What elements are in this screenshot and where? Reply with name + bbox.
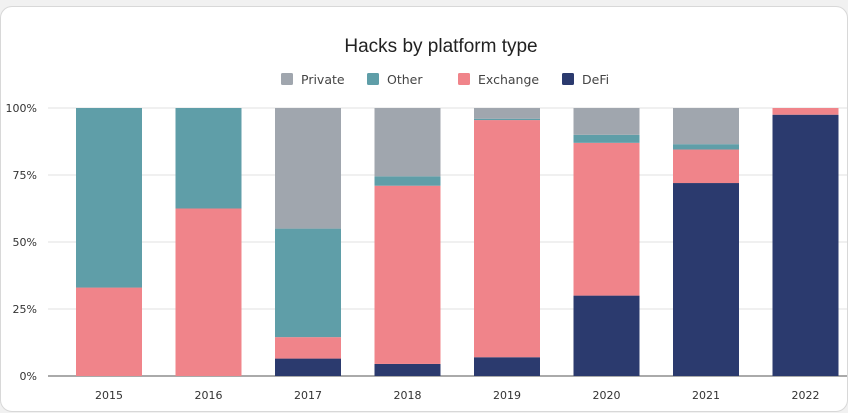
y-tick-label: 0% — [20, 370, 37, 383]
bar-defi-2019 — [474, 357, 540, 376]
bar-exchange-2018 — [374, 185, 441, 364]
bar-exchange-2017 — [275, 337, 341, 359]
x-tick-label: 2018 — [394, 389, 422, 402]
bar-exchange-2015 — [76, 287, 142, 376]
bar-defi-2017 — [275, 358, 341, 376]
bar-other-2018 — [374, 176, 441, 186]
legend-label-other: Other — [387, 72, 423, 87]
legend-swatch-private — [281, 73, 293, 85]
bar-exchange-2021 — [673, 149, 739, 184]
legend-label-private: Private — [301, 72, 345, 87]
bar-defi-2021 — [673, 183, 739, 376]
bar-other-2019 — [474, 118, 540, 121]
chart-title: Hacks by platform type — [344, 36, 537, 57]
bar-private-2021 — [673, 108, 739, 145]
y-tick-label: 25% — [13, 303, 37, 316]
bar-other-2020 — [573, 134, 640, 143]
chart-card: Hacks by platform type Private Other Excha… — [0, 6, 848, 412]
y-tick-label: 75% — [13, 169, 37, 182]
legend-swatch-other — [367, 73, 379, 85]
y-tick-label: 100% — [6, 102, 37, 115]
legend-swatch-exchange — [458, 73, 470, 85]
bar-private-2017 — [275, 108, 341, 229]
bar-defi-2022 — [772, 114, 839, 376]
bar-private-2019 — [474, 108, 540, 119]
legend: Private Other Exchange DeFi — [281, 72, 609, 87]
x-axis: 2015 2016 2017 2018 2019 2020 2021 2022 — [95, 389, 820, 402]
x-tick-label: 2017 — [294, 389, 322, 402]
x-tick-label: 2022 — [792, 389, 820, 402]
stacked-bar-chart: Hacks by platform type Private Other Excha… — [6, 36, 847, 402]
bar-exchange-2016 — [175, 208, 242, 376]
legend-swatch-defi — [562, 73, 574, 85]
x-tick-label: 2015 — [95, 389, 123, 402]
bar-exchange-2020 — [573, 142, 640, 296]
x-tick-label: 2019 — [493, 389, 521, 402]
y-axis: 0% 25% 50% 75% 100% — [6, 102, 37, 383]
bar-private-2018 — [374, 108, 441, 177]
bar-other-2021 — [673, 144, 739, 150]
x-tick-label: 2021 — [692, 389, 720, 402]
bar-other-2015 — [76, 108, 142, 288]
bars — [76, 108, 839, 376]
legend-label-exchange: Exchange — [478, 72, 539, 87]
bar-other-2016 — [175, 108, 242, 209]
legend-label-defi: DeFi — [582, 72, 609, 87]
x-tick-label: 2016 — [195, 389, 223, 402]
bar-defi-2018 — [374, 363, 441, 376]
bar-exchange-2019 — [474, 120, 540, 358]
bar-other-2017 — [275, 228, 341, 338]
bar-private-2020 — [573, 108, 640, 135]
bar-exchange-2022 — [772, 108, 839, 115]
y-tick-label: 50% — [13, 236, 37, 249]
bar-defi-2020 — [573, 295, 640, 376]
x-tick-label: 2020 — [593, 389, 621, 402]
